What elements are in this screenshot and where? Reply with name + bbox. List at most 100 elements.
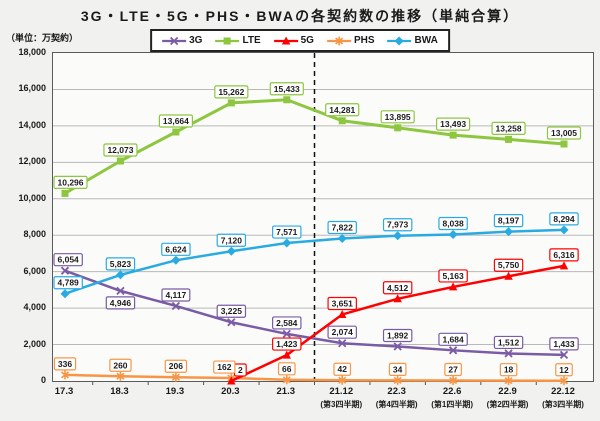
data-label-box xyxy=(325,103,360,117)
marker-triangle-icon xyxy=(282,350,291,359)
data-label-PHS: 260 xyxy=(109,358,132,372)
data-label-box xyxy=(53,253,83,267)
data-label-BWA: 8,294 xyxy=(549,212,579,226)
marker-square-icon xyxy=(449,131,457,139)
marker-diamond-icon xyxy=(337,233,347,243)
data-label-box xyxy=(382,281,413,295)
marker-asterisk-icon xyxy=(60,370,70,380)
data-label-5G: 5,750 xyxy=(493,258,524,272)
marker-x-icon xyxy=(282,329,291,339)
data-label-text: 2,074 xyxy=(332,327,354,337)
x-axis-label: 22.3 xyxy=(387,386,406,397)
data-label-text: 4,946 xyxy=(110,298,132,308)
marker-diamond-icon xyxy=(60,289,70,299)
x-axis-sublabel: (第3四半期) xyxy=(320,400,363,409)
data-label-text: 336 xyxy=(58,359,72,369)
data-label-PHS: 42 xyxy=(333,362,352,376)
data-label-PHS: 336 xyxy=(53,357,77,371)
marker-square-icon xyxy=(338,117,346,125)
data-label-box xyxy=(161,288,191,302)
x-axis-label: 22.9 xyxy=(498,386,517,397)
data-label-text: 8,294 xyxy=(553,214,575,224)
data-label-BWA: 7,822 xyxy=(327,220,357,235)
data-label-PHS: 34 xyxy=(388,362,407,376)
data-label-box xyxy=(493,214,524,228)
data-label-text: 15,433 xyxy=(274,84,300,94)
data-label-text: 13,493 xyxy=(440,119,466,129)
chart-svg: 6,054 4,946 4,117 3,225 2,584 2,074 1,892 1,684… xyxy=(53,53,593,386)
data-label-box xyxy=(333,362,352,376)
data-label-text: 7,571 xyxy=(276,227,298,237)
plot-area: 6,054 4,946 4,117 3,225 2,584 2,074 1,892 1,684… xyxy=(52,52,594,386)
y-axis-label: 2,000 xyxy=(23,338,46,349)
data-label-box xyxy=(216,233,247,247)
data-label-box xyxy=(214,85,249,99)
legend-label: 3G xyxy=(189,35,203,46)
data-label-text: 5,750 xyxy=(498,260,520,270)
data-label-text: 6,624 xyxy=(165,244,187,254)
data-label-3G: 3,225 xyxy=(216,304,247,318)
data-label-text: 4,789 xyxy=(58,278,80,288)
data-label-text: 12,073 xyxy=(107,145,133,155)
data-label-text: 4,512 xyxy=(387,283,409,293)
data-label-5G: 5,163 xyxy=(438,269,468,283)
marker-diamond-icon xyxy=(226,246,236,256)
marker-diamond-icon xyxy=(171,255,181,265)
data-label-text: 260 xyxy=(113,360,127,370)
data-label-LTE: 13,005 xyxy=(546,126,582,140)
data-label-box xyxy=(388,362,407,376)
marker-asterisk-icon xyxy=(504,376,513,386)
data-label-LTE: 15,433 xyxy=(269,82,304,96)
data-label-box xyxy=(269,82,304,96)
y-axis-label: 8,000 xyxy=(23,229,46,240)
y-axis-label: 18,000 xyxy=(18,47,46,57)
x-axis-label: 19.3 xyxy=(165,386,185,397)
data-label-BWA: 8,038 xyxy=(438,216,468,231)
y-axis-label: 0 xyxy=(40,375,46,385)
marker-square-icon xyxy=(172,128,180,136)
data-label-box xyxy=(380,110,415,124)
legend-marker-triangle-icon xyxy=(273,36,298,44)
marker-x-icon xyxy=(338,339,347,348)
data-label-text: 12 xyxy=(559,365,569,375)
data-label-3G: 1,684 xyxy=(438,332,468,346)
x-axis-label: 20.3 xyxy=(221,386,240,397)
data-label-box xyxy=(549,248,579,262)
x-axis-label: 21.12 xyxy=(329,386,354,397)
marker-diamond-icon xyxy=(559,225,569,235)
marker-diamond-icon xyxy=(282,238,292,248)
data-label-box xyxy=(327,325,357,339)
marker-square-icon xyxy=(223,37,231,44)
data-label-box xyxy=(213,360,236,374)
data-label-5G: 2 xyxy=(233,363,247,377)
legend-label: BWA xyxy=(414,35,438,46)
legend-label: LTE xyxy=(242,35,261,46)
data-label-box xyxy=(109,358,132,372)
data-label-box xyxy=(53,357,77,371)
data-label-text: 13,005 xyxy=(551,128,577,138)
data-label-text: 6,316 xyxy=(553,250,575,260)
data-label-text: 7,973 xyxy=(387,220,409,230)
data-label-text: 3,651 xyxy=(332,298,354,308)
x-axis-sublabel: (第1四半期) xyxy=(431,400,473,409)
marker-square-icon xyxy=(283,96,291,104)
data-label-box xyxy=(382,218,413,232)
y-axis-label: 4,000 xyxy=(23,302,46,313)
data-label-box xyxy=(438,269,468,283)
data-label-box xyxy=(103,143,138,157)
data-label-box xyxy=(105,257,136,271)
marker-x-icon xyxy=(116,286,125,296)
series-BWA xyxy=(60,225,569,299)
marker-diamond-icon xyxy=(115,270,125,280)
marker-x-icon xyxy=(169,36,179,45)
unit-label: （単位：万契約） xyxy=(6,33,79,43)
data-label-PHS: 27 xyxy=(444,362,462,377)
marker-triangle-icon xyxy=(338,309,347,318)
marker-x-icon xyxy=(227,318,236,327)
data-label-box xyxy=(549,337,579,351)
data-label-3G: 1,512 xyxy=(493,335,524,350)
data-label-text: 5,163 xyxy=(442,271,464,281)
data-label-PHS: 66 xyxy=(277,362,296,376)
data-label-3G: 6,054 xyxy=(53,253,83,267)
